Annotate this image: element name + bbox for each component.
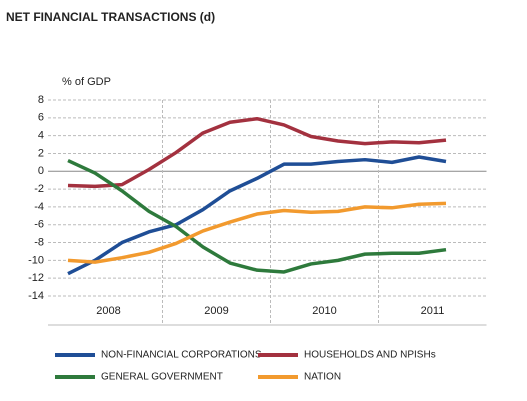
x-group-label: 2010 — [312, 305, 336, 317]
y-tick-label: 2 — [38, 147, 44, 159]
series-line — [67, 201, 447, 264]
y-tick-label: -12 — [28, 272, 44, 284]
series-line — [67, 158, 447, 274]
x-group-label: 2008 — [96, 305, 120, 317]
y-tick-label: 6 — [38, 112, 44, 124]
legend-label: GENERAL GOVERNMENT — [101, 372, 223, 383]
y-axis-label: % of GDP — [62, 76, 111, 88]
x-group-label: 2009 — [204, 305, 228, 317]
y-tick-label: 4 — [38, 130, 44, 142]
legend-label: NATION — [304, 372, 341, 383]
y-tick-label: 8 — [38, 94, 44, 106]
y-tick-label: -2 — [34, 183, 44, 195]
y-tick-label: -6 — [34, 219, 44, 231]
x-group-label: 2011 — [421, 305, 445, 317]
y-tick-label: -14 — [28, 290, 44, 302]
series-line — [67, 155, 447, 276]
legend-label: HOUSEHOLDS AND NPISHs — [304, 350, 436, 361]
y-tick-label: -8 — [34, 236, 44, 248]
y-tick-label: -10 — [28, 254, 44, 266]
series-line — [67, 116, 447, 189]
chart-title: NET FINANCIAL TRANSACTIONS (d) — [6, 10, 215, 24]
y-tick-label: 0 — [38, 165, 44, 177]
y-tick-label: -4 — [34, 201, 44, 213]
legend-label: NON-FINANCIAL CORPORATIONS — [101, 350, 262, 361]
